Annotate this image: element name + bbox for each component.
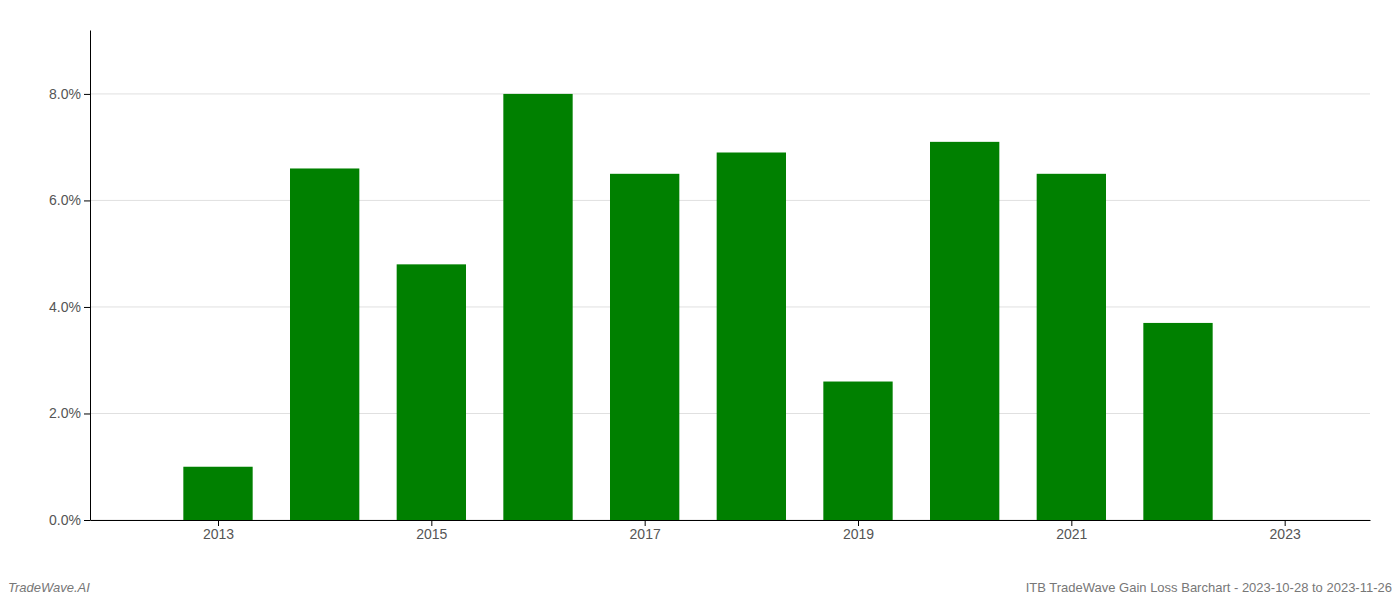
- footer-left: TradeWave.AI: [8, 580, 90, 595]
- bar: [1037, 174, 1106, 520]
- tick: 4.0%: [49, 299, 90, 315]
- bar: [1143, 323, 1212, 520]
- bar: [397, 264, 466, 520]
- tick-label: 0.0%: [49, 512, 81, 528]
- grid-line: [90, 93, 1370, 94]
- tick-label: 2013: [203, 526, 234, 542]
- tick: 2023: [1270, 520, 1301, 542]
- footer-right: ITB TradeWave Gain Loss Barchart - 2023-…: [1026, 580, 1392, 595]
- tick-mark: [84, 413, 90, 414]
- bar: [717, 153, 786, 521]
- tick: 2013: [203, 520, 234, 542]
- tick-label: 4.0%: [49, 299, 81, 315]
- tick: 2015: [416, 520, 447, 542]
- bar: [290, 168, 359, 520]
- tick-label: 2019: [843, 526, 874, 542]
- x-axis: 2013 2015 2017 2019 2021 2023: [91, 520, 1371, 542]
- tick-mark: [84, 200, 90, 201]
- tick-label: 2021: [1056, 526, 1087, 542]
- tick-label: 2017: [630, 526, 661, 542]
- tick-label: 2023: [1270, 526, 1301, 542]
- bar: [183, 467, 252, 520]
- bars: [183, 94, 1212, 520]
- tick-label: 8.0%: [49, 86, 81, 102]
- tick: 0.0%: [49, 512, 90, 528]
- tick: 2.0%: [49, 405, 90, 421]
- axis-line: [91, 520, 1371, 521]
- tick-mark: [84, 520, 90, 521]
- bar: [823, 382, 892, 520]
- chart: 2013 2015 2017 2019 2021 2023 0.0% 2.0% 4.0% 6.0%…: [0, 0, 1400, 600]
- tick: 8.0%: [49, 86, 90, 102]
- bar: [610, 174, 679, 520]
- grid: [90, 94, 1370, 520]
- tick: 2017: [630, 520, 661, 542]
- tick-mark: [84, 94, 90, 95]
- tick-label: 2015: [416, 526, 447, 542]
- plot: 2013 2015 2017 2019 2021 2023 0.0% 2.0% 4.0% 6.0%…: [49, 31, 1370, 542]
- tick: 2019: [843, 520, 874, 542]
- axis-line: [90, 31, 91, 521]
- tick-label: 2.0%: [49, 405, 81, 421]
- tick: 6.0%: [49, 192, 90, 208]
- tick-mark: [84, 307, 90, 308]
- tick-label: 6.0%: [49, 192, 81, 208]
- bar: [930, 142, 999, 520]
- tick: 2021: [1056, 520, 1087, 542]
- bar: [503, 94, 572, 520]
- y-axis: 0.0% 2.0% 4.0% 6.0% 8.0%: [49, 31, 90, 528]
